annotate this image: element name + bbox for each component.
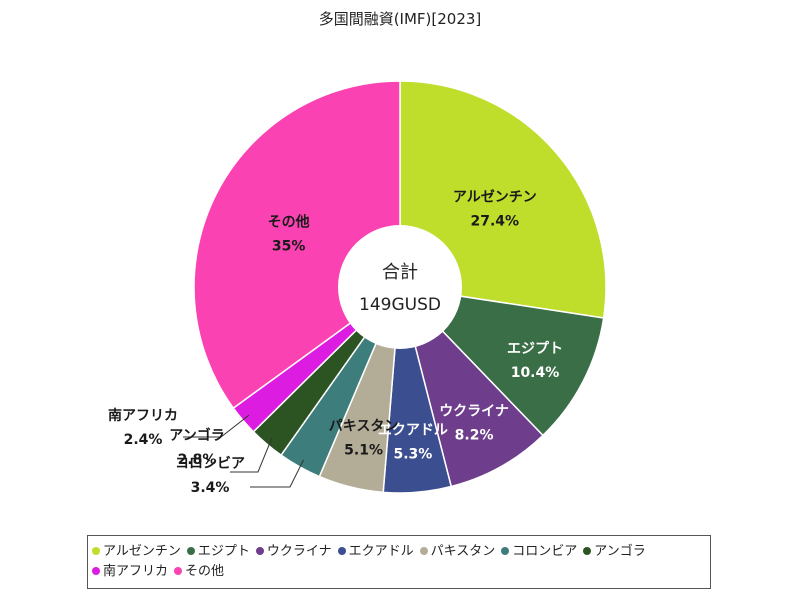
legend-label-4: エクアドル (348, 544, 414, 559)
legend-item-3: ウクライナ (255, 542, 332, 562)
legend-swatch-2 (186, 546, 195, 555)
legend-label-7: アンゴラ (594, 544, 646, 559)
legend-label-9: その他 (185, 564, 225, 579)
slice-value-1: 27.4% (471, 214, 520, 230)
legend-swatch-9 (174, 566, 183, 575)
legend-item-5: パキスタン (419, 542, 496, 562)
legend-label-6: コロンビア (512, 544, 578, 559)
pie-chart: 合計 149GUSD アルゼンチン 27.4% エジプト 10.4% ウクライナ 8.2%… (108, 80, 607, 496)
slice-label-5: パキスタン (329, 419, 399, 435)
slice-label-9: その他 (268, 213, 310, 230)
center-total-value: 149GUSD (359, 295, 441, 315)
slice-labels: アルゼンチン 27.4% エジプト 10.4% ウクライナ 8.2% エクアドル 5.3% パキ… (108, 189, 563, 496)
leader-line-8 (183, 414, 250, 438)
slice-label-4: エクアドル (378, 422, 448, 438)
legend-label-2: エジプト (197, 544, 250, 559)
slice-value-6: 3.4% (191, 480, 230, 496)
slice-value-5: 5.1% (344, 443, 383, 459)
legend-label-1: アルゼンチン (103, 544, 181, 559)
legend-label-5: パキスタン (430, 544, 496, 559)
leader-line-7 (230, 437, 273, 473)
slice-label-7: アンゴラ (169, 427, 224, 444)
legend-swatch-1 (92, 546, 100, 555)
slice-label-2: エジプト (507, 341, 563, 357)
center-total-label: 合計 (382, 262, 418, 283)
legend-swatch-5 (419, 546, 428, 555)
slice-label-1: アルゼンチン (453, 189, 537, 206)
legend-item-2: エジプト (186, 542, 250, 562)
slice-2 (397, 285, 605, 437)
slice-value-2: 10.4% (511, 365, 560, 381)
legend-swatch-3 (255, 546, 264, 555)
legend-item-4: エクアドル (337, 542, 414, 562)
slice-label-6: コロンビア (175, 456, 245, 472)
leader-lines (183, 414, 304, 488)
slice-9 (193, 80, 401, 410)
center-hole (338, 225, 462, 349)
legend-item-9: その他 (174, 562, 224, 582)
legend-swatch-8 (92, 566, 100, 575)
slice-value-7: 2.8% (178, 452, 217, 468)
legend-item-7: アンゴラ (583, 542, 646, 562)
legend-item-8: 南アフリカ (92, 562, 168, 582)
slice-label-8: 南アフリカ (108, 407, 178, 424)
legend-label-8: 南アフリカ (103, 564, 169, 579)
legend: アルゼンチン エジプト ウクライナ エクアドル パキスタン コロンビア アンゴラ南アフリカ そ… (87, 535, 711, 589)
legend-item-1: アルゼンチン (92, 542, 181, 562)
chart-title: 多国間融資(IMF)[2023] (318, 10, 482, 28)
slice-value-9: 35% (272, 238, 306, 254)
legend-label-3: ウクライナ (266, 544, 332, 559)
legend-swatch-7 (583, 546, 592, 555)
legend-swatch-6 (501, 546, 510, 555)
legend-swatch-4 (337, 546, 346, 555)
leader-line-6 (250, 459, 304, 488)
slice-label-3: ウクライナ (439, 404, 509, 420)
slice-value-8: 2.4% (124, 432, 163, 448)
slice-value-4: 5.3% (393, 446, 432, 462)
slice-value-3: 8.2% (455, 428, 494, 444)
legend-item-6: コロンビア (501, 542, 577, 562)
